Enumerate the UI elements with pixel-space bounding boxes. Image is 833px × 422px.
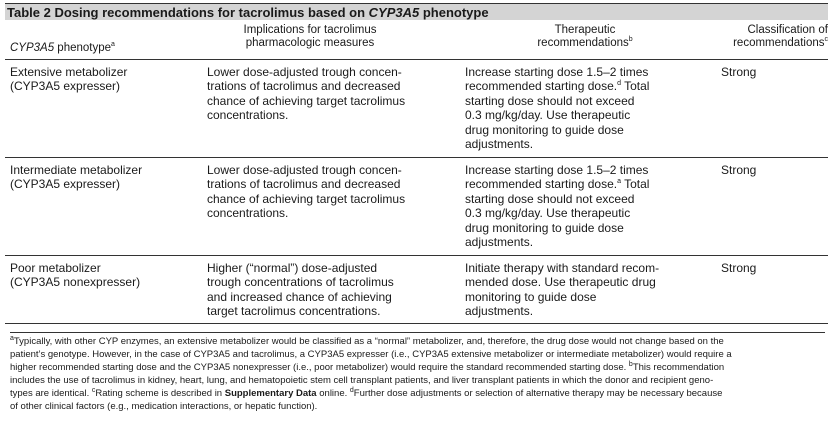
phenotype-cell: Poor metabolizer (CYP3A5 nonexpresser) xyxy=(10,261,141,290)
table-title-suffix: phenotype xyxy=(419,5,489,20)
recommendation-cell: Increase starting dose 1.5–2 times recom… xyxy=(465,163,650,250)
classification-cell: Strong xyxy=(721,261,757,275)
phenotype-cell: Extensive metabolizer (CYP3A5 expresser) xyxy=(10,65,128,94)
recommendation-cell: Initiate therapy with standard recom- me… xyxy=(465,261,660,319)
table-row: Poor metabolizer (CYP3A5 nonexpresser) H… xyxy=(5,256,828,324)
table-row: Intermediate metabolizer (CYP3A5 express… xyxy=(5,158,828,256)
table-footnotes: aTypically, with other CYP enzymes, an e… xyxy=(10,332,825,414)
table-title-gene: CYP3A5 xyxy=(368,5,420,20)
table-row: Extensive metabolizer (CYP3A5 expresser)… xyxy=(5,60,828,158)
header-classification: Classification of recommendationsc xyxy=(733,24,828,49)
table-header: CYP3A5 phenotypea Implications for tacro… xyxy=(5,20,828,60)
phenotype-cell: Intermediate metabolizer (CYP3A5 express… xyxy=(10,163,143,192)
classification-cell: Strong xyxy=(721,65,757,79)
implications-cell: Higher (“normal”) dose-adjusted trough c… xyxy=(207,261,394,319)
header-phenotype: CYP3A5 phenotypea xyxy=(10,41,115,54)
footnote-b-marker: b xyxy=(628,361,633,369)
table-title-prefix: Table 2 Dosing recommendations for tacro… xyxy=(7,5,369,20)
classification-cell: Strong xyxy=(721,163,757,177)
table-title: Table 2 Dosing recommendations for tacro… xyxy=(5,3,828,20)
recommendation-cell: Increase starting dose 1.5–2 times recom… xyxy=(465,65,650,152)
footnote-d-marker: d xyxy=(349,387,354,395)
footnote-c-marker: c xyxy=(91,387,96,395)
dosing-table: CYP3A5 phenotypea Implications for tacro… xyxy=(5,20,828,324)
supplementary-data-ref: Supplementary Data xyxy=(224,388,317,400)
header-recommendations: Therapeutic recommendationsb xyxy=(537,24,633,49)
implications-cell: Lower dose-adjusted trough concen- trati… xyxy=(207,163,406,221)
implications-cell: Lower dose-adjusted trough concen- trati… xyxy=(207,65,406,123)
footnote-a-marker: a xyxy=(10,334,14,342)
header-implications: Implications for tacrolimus pharmacologic… xyxy=(243,24,377,49)
